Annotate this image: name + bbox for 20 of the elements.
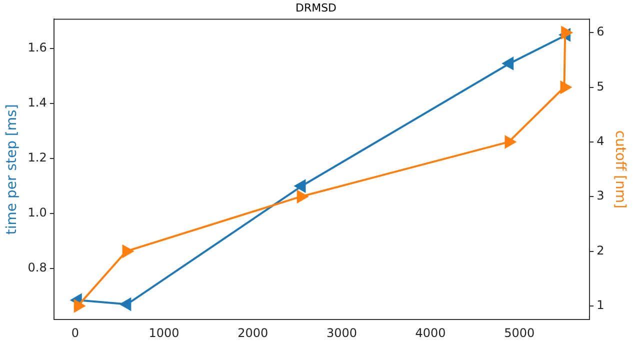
y-tick-label: 1.4 (28, 96, 47, 110)
x-tick-label: 1000 (148, 326, 180, 340)
x-tick-label: 4000 (415, 326, 446, 340)
x-tick-label: 0 (71, 326, 80, 340)
y-tick-label: 1.0 (28, 206, 47, 220)
y2-tick-label: 3 (596, 188, 604, 203)
y-tick-label: 0.8 (28, 260, 47, 275)
y2-tick-label: 1 (596, 298, 604, 312)
y-axis-title: time per step [ms] (4, 104, 20, 235)
y-tick-label: 1.6 (28, 40, 47, 55)
chart-title: DRMSD (295, 1, 337, 14)
y2-tick-label: 2 (596, 243, 604, 258)
x-tick-label: 3000 (326, 326, 357, 340)
y2-tick-label: 5 (596, 79, 604, 94)
x-tick-label: 2000 (238, 326, 268, 340)
y2-axis-title: cutoff [nm] (612, 130, 628, 208)
y-tick-label: 1.2 (28, 150, 47, 165)
x-tick-label: 5000 (504, 326, 535, 340)
y2-tick-label: 4 (596, 134, 604, 148)
y2-tick-label: 6 (596, 24, 604, 39)
